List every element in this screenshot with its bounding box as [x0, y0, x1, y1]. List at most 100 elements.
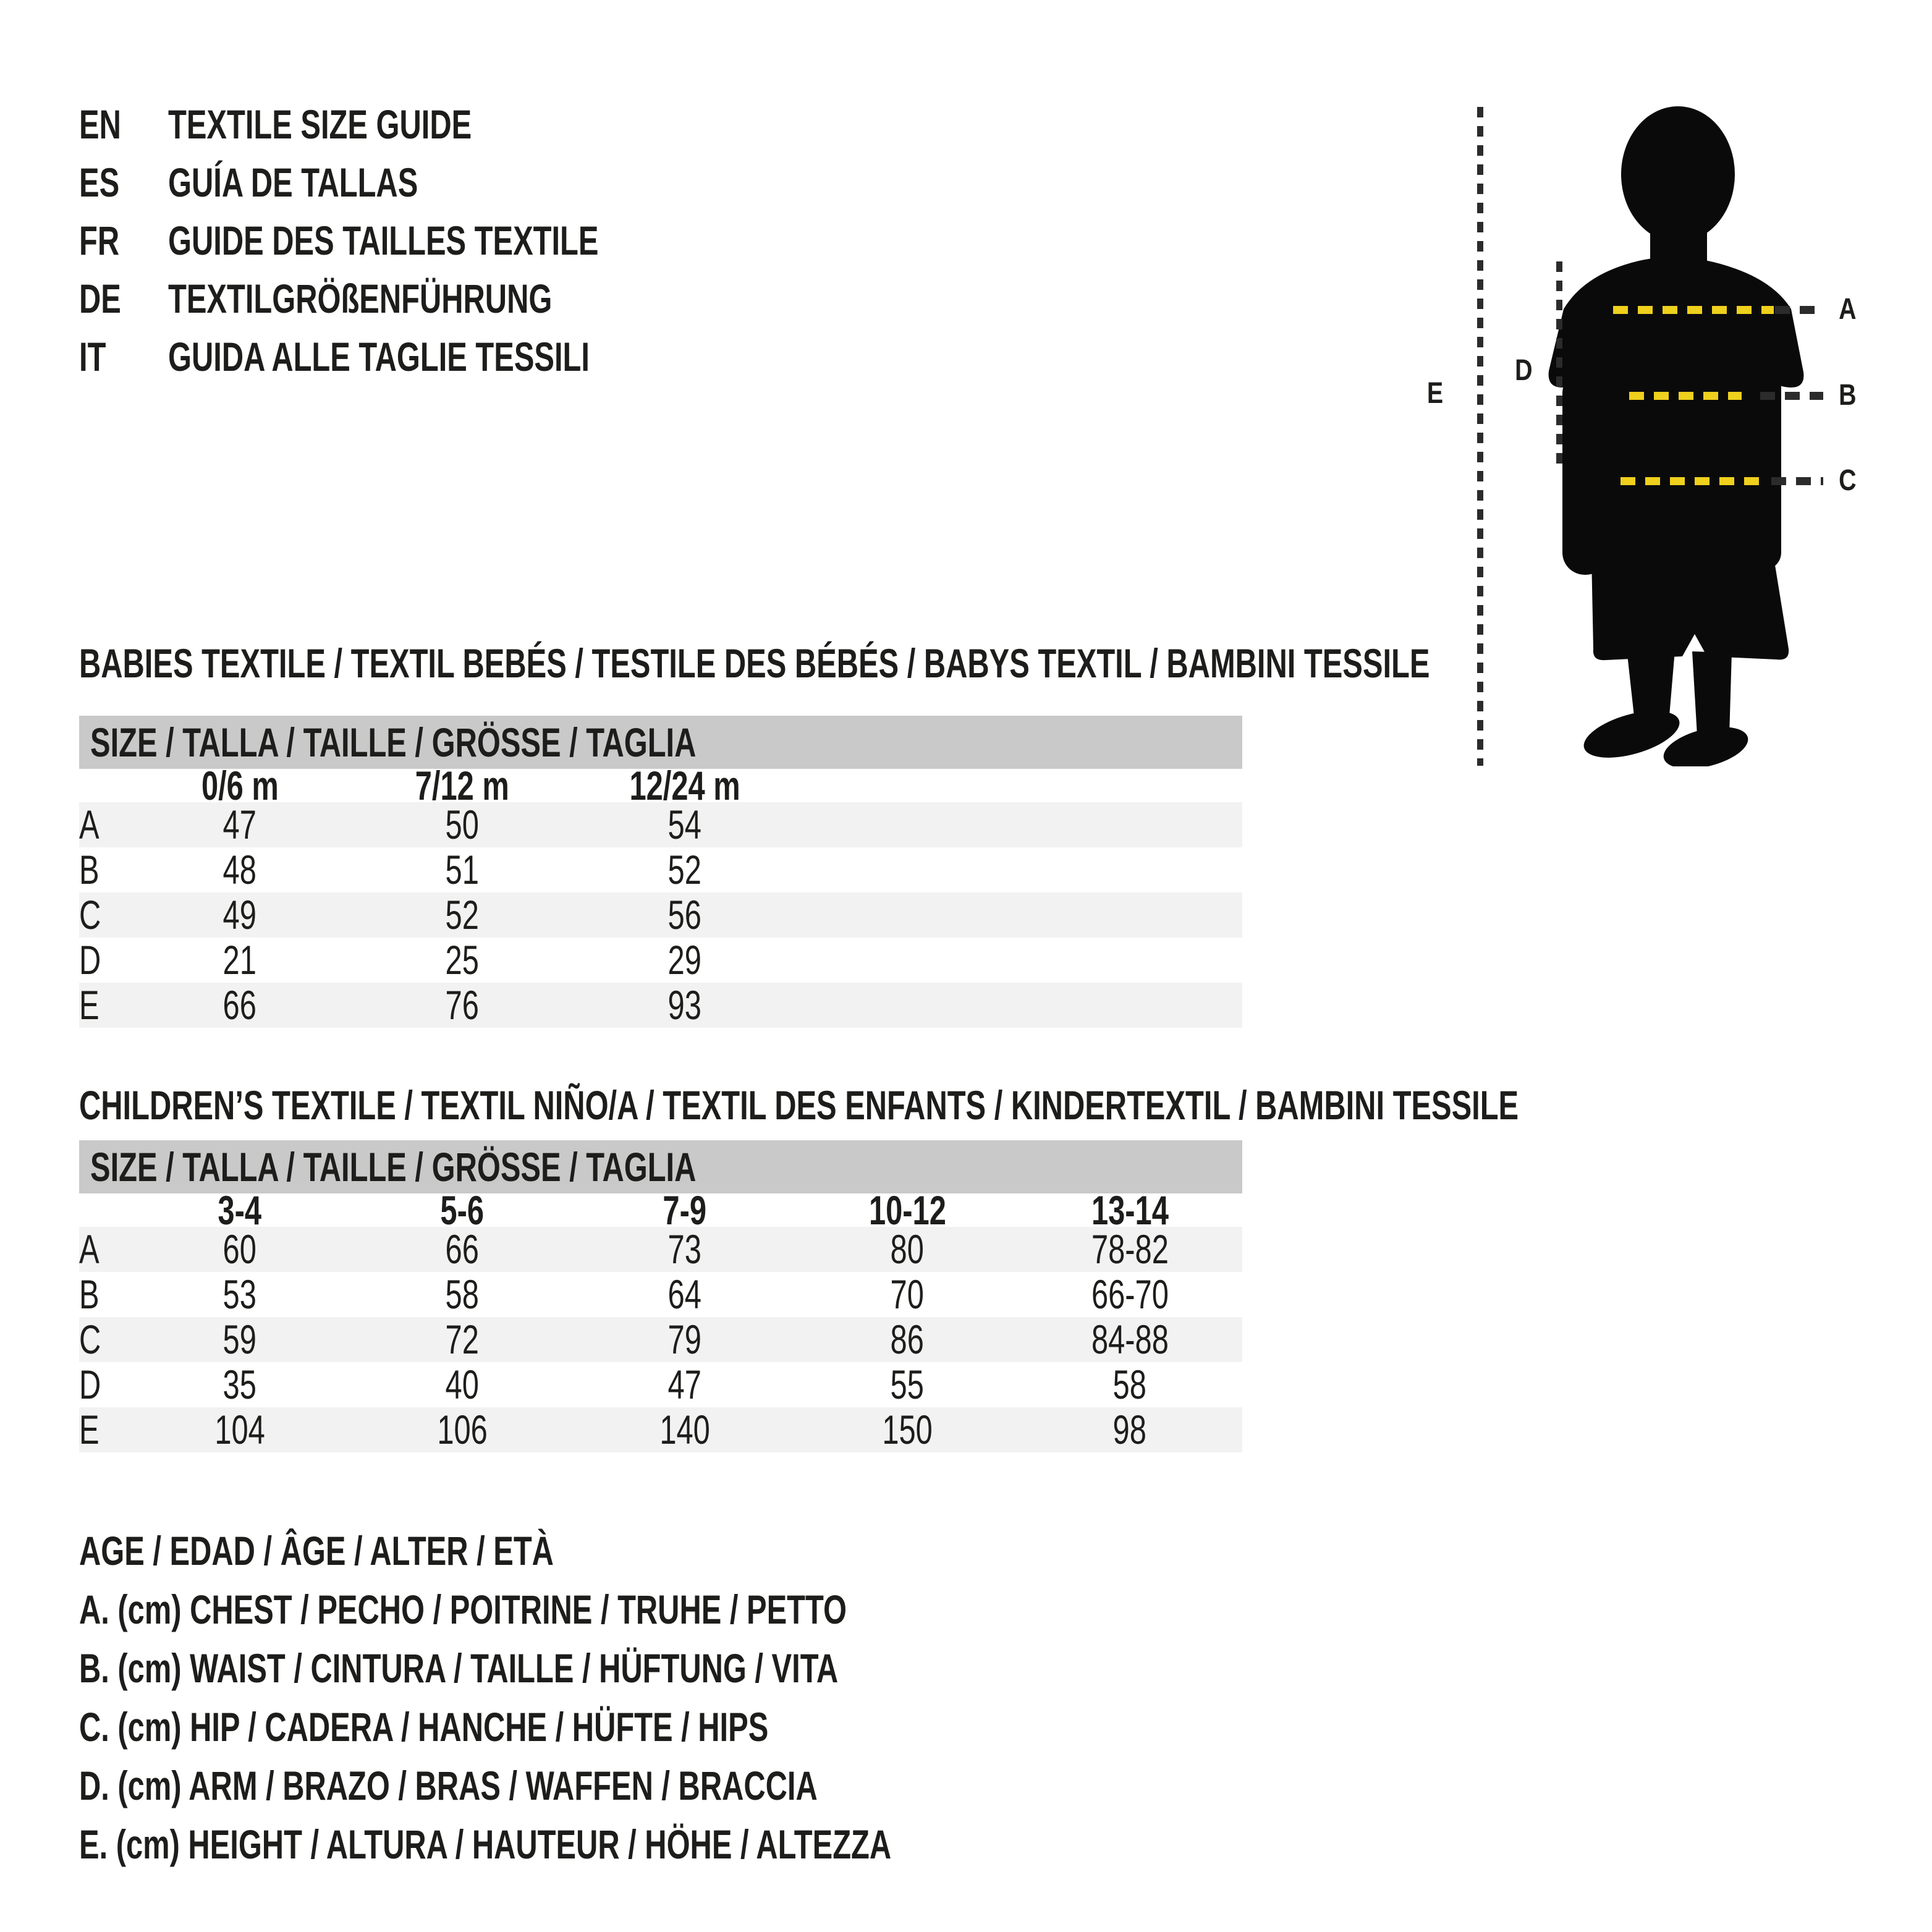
table-cell-text: 56	[667, 892, 702, 938]
table-cell-text: 80	[890, 1226, 925, 1272]
table-cell: 53	[129, 1272, 351, 1317]
table-cell: 49	[129, 892, 351, 938]
legend-line-text: D. (cm) ARM / BRAZO / BRAS / WAFFEN / BR…	[79, 1763, 818, 1808]
table-column-header-row: 3-4 5-6 7-9 10-12 13-14	[79, 1187, 1242, 1233]
table-cell: 59	[129, 1317, 351, 1362]
table-row-label-text: E	[79, 1407, 100, 1452]
table-row-label-text: D	[79, 1362, 101, 1407]
legend-line: A. (cm) CHEST / PECHO / POITRINE / TRUHE…	[79, 1580, 1177, 1639]
table-cell: 29	[574, 938, 796, 983]
legend-line-text: B. (cm) WAIST / CINTURA / TAILLE / HÜFTU…	[79, 1645, 839, 1691]
legend-line-text: AGE / EDAD / ÂGE / ALTER / ETÀ	[79, 1528, 554, 1574]
language-row: ES GUÍA DE TALLAS	[79, 153, 750, 211]
table-cell-text: 52	[667, 847, 702, 892]
table-row: B 48 51 52	[79, 847, 1242, 892]
table-cell-text: 60	[222, 1226, 257, 1272]
table-cell: 106	[351, 1407, 574, 1452]
table-cell-text: 59	[222, 1316, 257, 1362]
table-cell: 58	[1019, 1362, 1241, 1407]
table-cell: 66	[351, 1227, 574, 1272]
table-cell-text: 58	[1112, 1362, 1147, 1407]
table-cell: 78-82	[1019, 1227, 1241, 1272]
table-cell-text: 84-88	[1091, 1316, 1169, 1362]
table-cell-text: 48	[222, 847, 257, 892]
language-title: TEXTILE SIZE GUIDE	[168, 101, 472, 147]
table-column-header-text: 0/6 m	[201, 763, 279, 808]
legend-line: D. (cm) ARM / BRAZO / BRAS / WAFFEN / BR…	[79, 1756, 1177, 1815]
table-row-label: A	[79, 802, 129, 847]
table-cell-text: 79	[667, 1316, 702, 1362]
waist-tape-b-dark	[1760, 392, 1823, 400]
language-title: GUIDE DES TAILLES TEXTILE	[168, 218, 599, 263]
table-cell: 48	[129, 847, 351, 892]
table-cell: 84-88	[1019, 1317, 1241, 1362]
children-table-body: 3-4 5-6 7-9 10-12 13-14 A 60 66 73 80 78-82 B 53 58 64…	[79, 1187, 1242, 1452]
legend-line: C. (cm) HIP / CADERA / HANCHE / HÜFTE / …	[79, 1698, 1177, 1756]
table-cell: 25	[351, 938, 574, 983]
measure-label-c: C	[1839, 464, 1857, 497]
table-row-label-text: E	[79, 982, 100, 1028]
table-column-header-text: 7/12 m	[415, 763, 510, 808]
table-cell-text: 66-70	[1091, 1271, 1169, 1317]
table-cell: 93	[574, 983, 796, 1028]
waist-tape-b-yellow	[1629, 392, 1742, 400]
table-row-label-text: D	[79, 937, 101, 983]
table-cell: 66	[129, 983, 351, 1028]
legend-line: AGE / EDAD / ÂGE / ALTER / ETÀ	[79, 1522, 1177, 1580]
table-row-label: A	[79, 1227, 129, 1272]
babies-section-title: BABIES TEXTILE / TEXTIL BEBÉS / TESTILE …	[79, 640, 1430, 686]
table-cell: 35	[129, 1362, 351, 1407]
measure-label-e: E	[1426, 377, 1444, 410]
table-cell-text: 51	[445, 847, 480, 892]
table-cell: 51	[351, 847, 574, 892]
child-silhouette-graphic	[1548, 106, 1804, 766]
language-row: FR GUIDE DES TAILLES TEXTILE	[79, 211, 750, 269]
table-cell: 80	[796, 1227, 1019, 1272]
table-column-header: 7/12 m	[351, 763, 574, 808]
table-row-label-text: B	[79, 1271, 100, 1317]
table-cell: 47	[574, 1362, 796, 1407]
table-cell: 79	[574, 1317, 796, 1362]
table-cell: 76	[351, 983, 574, 1028]
legend-line: B. (cm) WAIST / CINTURA / TAILLE / HÜFTU…	[79, 1639, 1177, 1698]
table-cell-text: 55	[890, 1362, 925, 1407]
language-title: GUIDA ALLE TAGLIE TESSILI	[168, 334, 590, 379]
table-row-label: C	[79, 1317, 129, 1362]
table-column-header: 5-6	[351, 1190, 574, 1231]
table-cell-text: 86	[890, 1316, 925, 1362]
legend-line: E. (cm) HEIGHT / ALTURA / HAUTEUR / HÖHE…	[79, 1815, 1177, 1874]
table-cell-text: 66	[445, 1226, 480, 1272]
table-cell: 52	[574, 847, 796, 892]
language-code-text: IT	[79, 334, 106, 379]
table-column-header: 12/24 m	[574, 763, 796, 808]
table-cell-text: 29	[667, 937, 702, 983]
babies-table: SIZE / TALLA / TAILLE / GRÖSSE / TAGLIA …	[79, 716, 1242, 1028]
measure-label-d: D	[1515, 354, 1533, 387]
table-cell-text: 25	[445, 937, 480, 983]
hip-tape-c-dark	[1771, 477, 1823, 485]
table-row-label: D	[79, 938, 129, 983]
table-row: A 60 66 73 80 78-82	[79, 1227, 1242, 1272]
table-column-header-text: 10-12	[868, 1187, 946, 1233]
table-row: D 21 25 29	[79, 938, 1242, 983]
table-cell-text: 104	[214, 1407, 265, 1452]
table-row: C 49 52 56	[79, 892, 1242, 938]
table-cell-text: 73	[667, 1226, 702, 1272]
table-cell: 64	[574, 1272, 796, 1317]
table-cell-text: 72	[445, 1316, 480, 1362]
arm-guide-line-d	[1556, 261, 1562, 470]
table-cell: 150	[796, 1407, 1019, 1452]
measure-label-a: A	[1839, 293, 1857, 326]
table-cell: 86	[796, 1317, 1019, 1362]
language-code: IT	[79, 328, 168, 386]
table-cell: 66-70	[1019, 1272, 1241, 1317]
table-cell-text: 64	[667, 1271, 702, 1317]
table-cell: 72	[351, 1317, 574, 1362]
table-cell: 56	[574, 892, 796, 938]
table-column-header-text: 12/24 m	[629, 763, 740, 808]
language-code: EN	[79, 95, 168, 153]
babies-table-body: 0/6 m 7/12 m 12/24 m A 47 50 54 B 48 51 52 C 49 52 56 D…	[79, 763, 1242, 1028]
table-cell-text: 52	[445, 892, 480, 938]
table-row-label-text: A	[79, 802, 100, 847]
